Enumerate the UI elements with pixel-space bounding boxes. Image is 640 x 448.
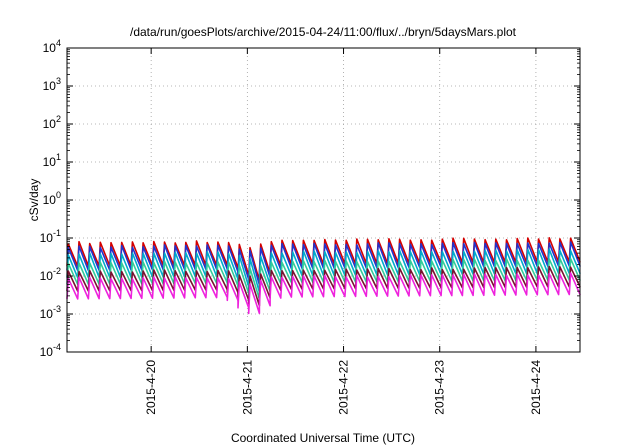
y-tick-label: 10-2	[40, 266, 61, 283]
grid-layer	[67, 48, 580, 352]
x-tick-label: 2015-4-21	[240, 360, 254, 415]
x-tick-labels: 2015-4-20 2015-4-21 2015-4-22 2015-4-23 2015…	[144, 360, 543, 415]
chart-title: /data/run/goesPlots/archive/2015-04-24/1…	[130, 25, 517, 39]
y-tick-label: 102	[43, 114, 61, 131]
x-tick-label: 2015-4-22	[337, 360, 351, 415]
y-tick-labels: 10-4 10-3 10-2 10-1 100 101 102 103 104	[40, 38, 61, 359]
x-axis-title: Coordinated Universal Time (UTC)	[231, 431, 415, 445]
x-tick-label: 2015-4-20	[144, 360, 158, 415]
x-tick-label: 2015-4-24	[529, 360, 543, 415]
y-tick-label: 101	[43, 152, 61, 169]
y-tick-label: 100	[43, 190, 61, 207]
plot-frame	[66, 47, 581, 353]
x-tick-label: 2015-4-23	[433, 360, 447, 415]
y-tick-label: 104	[43, 38, 61, 55]
y-tick-label: 10-4	[40, 342, 61, 359]
series-layer	[66, 237, 581, 315]
y-axis-title: cSv/day	[27, 179, 41, 222]
plot-border	[66, 47, 581, 353]
y-tick-label: 10-1	[40, 228, 61, 245]
y-tick-label: 103	[43, 76, 61, 93]
y-tick-label: 10-3	[40, 304, 61, 321]
series-line-6	[66, 272, 581, 315]
